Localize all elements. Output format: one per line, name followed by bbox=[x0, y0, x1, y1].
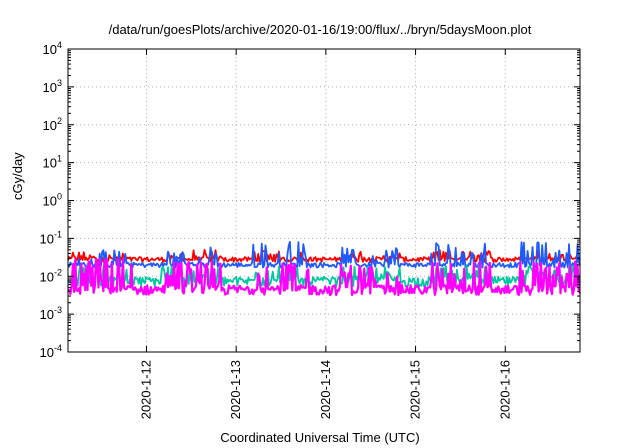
y-tick-label: 10-3 bbox=[40, 305, 62, 322]
y-tick-label: 102 bbox=[43, 116, 62, 133]
y-tick-base: 10 bbox=[43, 156, 57, 171]
y-tick-base: 10 bbox=[43, 194, 57, 209]
y-tick-exponent: -3 bbox=[54, 305, 62, 315]
y-tick-exponent: -2 bbox=[54, 267, 62, 277]
y-tick-exponent: -1 bbox=[54, 229, 62, 239]
y-tick-label: 101 bbox=[43, 154, 62, 171]
x-tick-label: 2020-1-14 bbox=[318, 360, 333, 419]
y-tick-exponent: -4 bbox=[54, 343, 62, 353]
y-tick-base: 10 bbox=[40, 269, 54, 284]
y-tick-base: 10 bbox=[40, 307, 54, 322]
y-tick-base: 10 bbox=[40, 345, 54, 360]
y-tick-base: 10 bbox=[43, 42, 57, 57]
y-tick-label: 104 bbox=[43, 40, 62, 57]
chart-title: /data/run/goesPlots/archive/2020-01-16/1… bbox=[108, 22, 532, 37]
x-ticks: 2020-1-12 2020-1-13 2020-1-14 2020-1-15 2020… bbox=[138, 49, 512, 419]
y-tick-exponent: 4 bbox=[57, 40, 62, 50]
series-line bbox=[67, 257, 582, 297]
y-tick-label: 10-1 bbox=[40, 229, 62, 246]
x-axis-label: Coordinated Universal Time (UTC) bbox=[220, 430, 420, 445]
y-tick-label: 10-4 bbox=[40, 343, 62, 360]
y-tick-exponent: 2 bbox=[57, 116, 62, 126]
grid bbox=[68, 49, 580, 352]
y-tick-exponent: 0 bbox=[57, 192, 62, 202]
series-layer bbox=[67, 240, 582, 297]
series-line bbox=[67, 260, 581, 288]
y-tick-base: 10 bbox=[43, 80, 57, 95]
y-tick-exponent: 3 bbox=[57, 78, 62, 88]
y-tick-base: 10 bbox=[40, 231, 54, 246]
y-tick-label: 103 bbox=[43, 78, 62, 95]
x-tick-label: 2020-1-15 bbox=[408, 360, 423, 419]
x-tick-label: 2020-1-13 bbox=[228, 360, 243, 419]
series-line bbox=[67, 240, 581, 269]
series-line bbox=[67, 248, 581, 263]
x-tick-label: 2020-1-12 bbox=[138, 360, 153, 419]
y-tick-label: 10-2 bbox=[40, 267, 62, 284]
y-tick-label: 100 bbox=[43, 192, 62, 209]
x-tick-label: 2020-1-16 bbox=[497, 360, 512, 419]
y-tick-base: 10 bbox=[43, 118, 57, 133]
y-tick-exponent: 1 bbox=[57, 154, 62, 164]
